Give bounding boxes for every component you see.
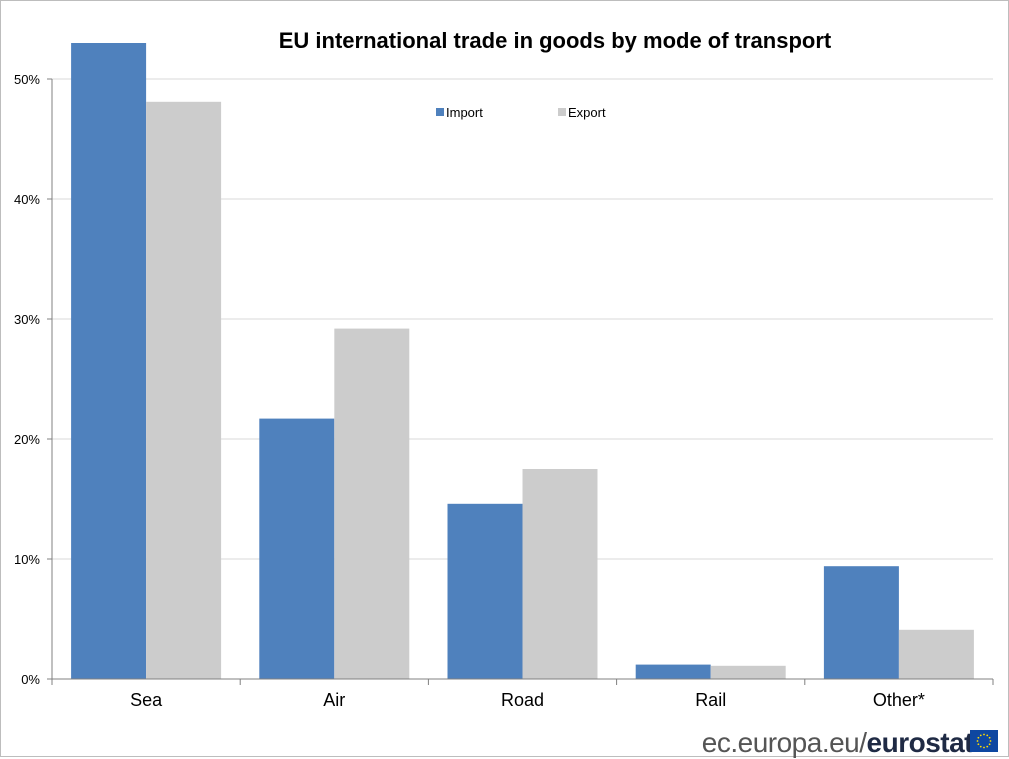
- source-footer: ec.europa.eu/eurostat: [701, 727, 974, 759]
- import-bar: [259, 418, 335, 679]
- import-bar: [635, 664, 711, 679]
- axes: 0% 10% 20% 30% 40% 50% Sea Air Road Rail Other*: [14, 72, 994, 710]
- footer-brand: eurostat: [866, 727, 974, 758]
- import-bar: [823, 566, 899, 679]
- chart-title: EU international trade in goods by mode …: [278, 28, 832, 53]
- legend-label-export: Export: [568, 105, 606, 120]
- import-bar: [447, 503, 523, 679]
- y-tick-label: 40%: [14, 192, 40, 207]
- x-tick-label: Sea: [130, 690, 163, 710]
- export-bar: [146, 101, 222, 680]
- x-tick-label: Other*: [873, 690, 925, 710]
- y-tick-label: 30%: [14, 312, 40, 327]
- export-bar: [334, 328, 410, 679]
- x-tick-label: Road: [501, 690, 544, 710]
- y-tick-label: 0%: [21, 672, 40, 687]
- legend-swatch-export: [558, 108, 566, 116]
- y-tick-label: 20%: [14, 432, 40, 447]
- legend-swatch-import: [436, 108, 444, 116]
- legend-label-import: Import: [446, 105, 483, 120]
- legend-item-import: Import: [436, 105, 483, 120]
- import-bar: [71, 43, 147, 679]
- legend-item-export: Export: [558, 105, 606, 120]
- y-tick-label: 50%: [14, 72, 40, 87]
- export-bar: [898, 629, 974, 679]
- export-bar: [710, 665, 786, 679]
- bars: [71, 43, 974, 680]
- footer-site: ec.europa.eu/: [701, 727, 867, 758]
- x-tick-label: Rail: [695, 690, 726, 710]
- x-tick-label: Air: [323, 690, 345, 710]
- y-tick-label: 10%: [14, 552, 40, 567]
- export-bar: [522, 469, 598, 679]
- eu-flag-icon: [970, 730, 998, 752]
